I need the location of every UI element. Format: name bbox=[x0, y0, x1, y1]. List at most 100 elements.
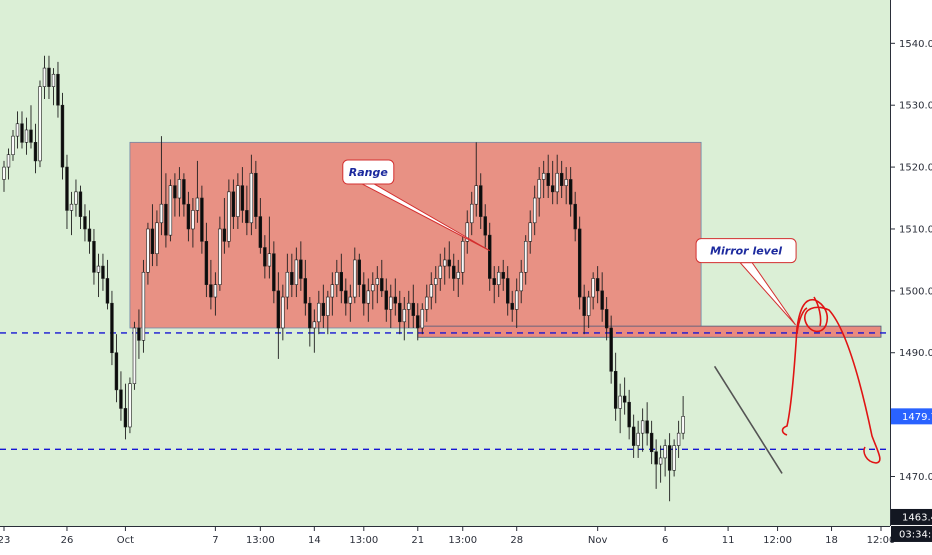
candle-body bbox=[191, 210, 195, 230]
candle-body bbox=[272, 253, 276, 292]
candle-body bbox=[537, 179, 541, 199]
candle-body bbox=[114, 352, 119, 391]
candle-body bbox=[515, 290, 519, 310]
candle-body bbox=[384, 290, 388, 310]
candle-body bbox=[308, 302, 312, 329]
candle-body bbox=[479, 185, 483, 217]
countdown-label: 03:34:37 bbox=[899, 529, 932, 540]
candle-body bbox=[263, 247, 267, 267]
candle-body bbox=[555, 172, 559, 193]
candle-body bbox=[267, 253, 272, 267]
callout-label: Mirror level bbox=[710, 245, 782, 258]
candle-body bbox=[168, 185, 173, 236]
candle-body bbox=[564, 179, 568, 186]
candle-body bbox=[123, 408, 128, 428]
y-tick-label: 1530.00 bbox=[899, 101, 932, 112]
candle-body bbox=[29, 129, 33, 143]
candle-body bbox=[474, 185, 478, 205]
candle-body bbox=[69, 203, 74, 211]
candle-body bbox=[177, 179, 182, 199]
candle-body bbox=[524, 241, 528, 273]
candle-body bbox=[546, 172, 550, 186]
candle-body bbox=[604, 309, 609, 329]
candle-body bbox=[366, 290, 370, 304]
candle-body bbox=[456, 271, 460, 279]
candle-body bbox=[407, 302, 411, 310]
forecast-scribble bbox=[781, 296, 881, 464]
candle-body bbox=[200, 197, 204, 242]
candle-body bbox=[398, 302, 402, 323]
candle-body bbox=[83, 216, 87, 230]
candle-body bbox=[15, 123, 20, 137]
candle-body bbox=[258, 216, 263, 248]
candle-body bbox=[60, 104, 65, 168]
candle-body bbox=[595, 278, 600, 292]
candle-body bbox=[321, 302, 326, 316]
candle-body bbox=[470, 203, 474, 224]
candle-body bbox=[528, 222, 532, 242]
x-tick-label: 21 bbox=[411, 535, 424, 546]
candle-body bbox=[506, 278, 510, 304]
candle-body bbox=[613, 370, 618, 409]
x-tick-label: Nov bbox=[588, 535, 608, 546]
price-level-badge bbox=[891, 508, 932, 525]
y-tick-label: 1540.00 bbox=[899, 39, 932, 50]
candle-body bbox=[389, 296, 393, 310]
candle-body bbox=[312, 321, 317, 329]
candle-body bbox=[96, 265, 101, 273]
candle-body bbox=[150, 228, 155, 255]
candle-body bbox=[128, 383, 132, 428]
y-tick-label: 1510.00 bbox=[899, 224, 932, 235]
candle-body bbox=[443, 259, 447, 267]
x-tick-label: 12:00 bbox=[867, 535, 896, 546]
candle-body bbox=[577, 228, 582, 298]
candle-body bbox=[317, 302, 321, 323]
candle-body bbox=[245, 210, 249, 224]
candle-body bbox=[672, 445, 676, 471]
candle-body bbox=[51, 73, 56, 87]
candle-body bbox=[681, 416, 685, 434]
candle-body bbox=[227, 191, 231, 242]
x-tick-label: 6 bbox=[662, 535, 668, 546]
candle-body bbox=[299, 259, 303, 279]
candle-body bbox=[622, 395, 627, 403]
x-tick-label: 18 bbox=[825, 535, 838, 546]
price-level-label: 1479.72 bbox=[902, 412, 932, 423]
candle-body bbox=[420, 309, 424, 329]
candle-body bbox=[209, 284, 213, 298]
candle-body bbox=[362, 284, 366, 304]
candle-body bbox=[65, 166, 69, 211]
candle-body bbox=[303, 278, 308, 304]
x-tick-label: 13:00 bbox=[448, 535, 477, 546]
x-tick-label: 12:00 bbox=[763, 535, 792, 546]
candle-body bbox=[164, 203, 168, 236]
candle-body bbox=[87, 228, 92, 242]
candle-body bbox=[6, 154, 11, 168]
candle-body bbox=[357, 259, 361, 285]
y-tick-label: 1490.00 bbox=[899, 348, 932, 359]
candle-body bbox=[2, 166, 6, 180]
candle-body bbox=[591, 278, 595, 298]
candle-body bbox=[636, 432, 640, 446]
candle-body bbox=[533, 197, 537, 224]
x-tick-label: Oct bbox=[117, 535, 134, 546]
candle-body bbox=[492, 278, 496, 285]
candle-body bbox=[411, 302, 415, 316]
candle-body bbox=[20, 123, 24, 143]
candle-body bbox=[667, 445, 672, 471]
candle-body bbox=[74, 191, 78, 205]
candle-body bbox=[519, 271, 523, 292]
candle-body bbox=[236, 185, 240, 217]
candle-body bbox=[204, 241, 209, 285]
x-tick-label: 23 bbox=[0, 535, 10, 546]
candle-body bbox=[335, 271, 339, 285]
candle-body bbox=[249, 172, 254, 224]
candle-body bbox=[609, 327, 613, 372]
candle-body bbox=[159, 203, 164, 224]
candle-body bbox=[640, 420, 645, 434]
candle-body bbox=[510, 302, 514, 310]
candle-body bbox=[92, 241, 96, 273]
candle-body bbox=[434, 278, 438, 285]
